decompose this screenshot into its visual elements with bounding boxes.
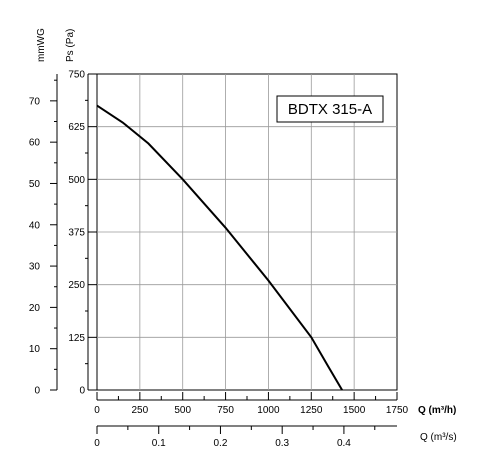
flow-m3h-tick-label: 1250 <box>300 405 323 416</box>
model-label-border <box>276 95 384 123</box>
flow-m3h-tick-label: 750 <box>217 405 234 416</box>
flow-m3s-axis-label: Q (m³/s) <box>420 432 457 443</box>
pressure-tick-label: 125 <box>68 333 85 344</box>
mmwg-tick-label: 0 <box>34 386 40 397</box>
flow-m3s-tick-label: 0.4 <box>337 438 351 449</box>
flow-m3h-tick-label: 1000 <box>257 405 280 416</box>
flow-m3h-tick-label: 1750 <box>386 405 409 416</box>
mmwg-tick-label: 10 <box>29 344 41 355</box>
flow-m3h-tick-label: 250 <box>132 405 149 416</box>
mmwg-tick-label: 60 <box>29 138 41 149</box>
mmwg-axis-label: mmWG <box>36 28 47 62</box>
flow-m3h-tick-label: 1500 <box>343 405 366 416</box>
mmwg-tick-label: 40 <box>29 220 41 231</box>
mmwg-tick-label: 30 <box>29 262 41 273</box>
model-label: BDTX 315-A <box>288 101 372 118</box>
flow-axis-m3s: 0 0.1 0.2 0.3 0.4 Q (m³/s) <box>94 425 457 449</box>
series-curve <box>96 104 343 391</box>
flow-m3h-tick-label: 0 <box>94 405 100 416</box>
mmwg-tick-label: 20 <box>29 303 41 314</box>
plot-frame <box>96 73 398 391</box>
flow-axis-m3h: 0 250 500 750 1000 1250 1500 1750 Q (m³/h) <box>94 392 456 416</box>
pressure-tick-label: 375 <box>68 228 85 239</box>
left-axes: 0 10 20 30 40 50 60 70 0 125 250 375 500 625 750 <box>29 70 97 397</box>
flow-m3s-tick-label: 0 <box>94 438 100 449</box>
mmwg-tick-label: 50 <box>29 179 41 190</box>
pressure-tick-label: 250 <box>68 280 85 291</box>
flow-m3h-axis-label: Q (m³/h) <box>418 405 456 416</box>
flow-m3s-tick-label: 0.1 <box>152 438 166 449</box>
pressure-tick-label: 0 <box>79 386 85 397</box>
flow-m3s-tick-label: 0.3 <box>275 438 289 449</box>
pressure-tick-label: 750 <box>68 70 85 81</box>
flow-m3s-tick-label: 0.2 <box>214 438 228 449</box>
pressure-tick-label: 500 <box>68 175 85 186</box>
pressure-tick-label: 625 <box>68 122 85 133</box>
mmwg-tick-label: 70 <box>29 96 41 107</box>
flow-m3h-tick-label: 500 <box>174 405 191 416</box>
pressure-axis-label: Ps (Pa) <box>65 29 76 62</box>
model-label-box: BDTX 315-A <box>276 95 384 123</box>
